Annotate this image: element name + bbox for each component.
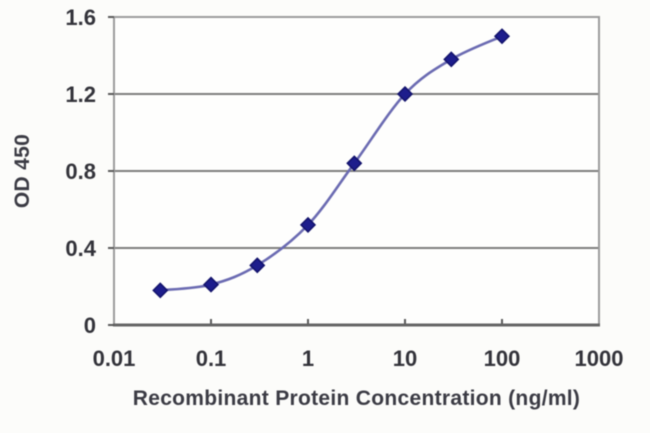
data-point-marker [396,85,414,103]
data-line [158,35,504,292]
y-tick-label: 0 [84,313,96,338]
data-point-marker [249,257,266,274]
data-point-marker [493,28,511,45]
y-axis-title: OD 450 [11,133,34,209]
y-tick-label: 1.6 [65,5,96,30]
x-tick-label: 100 [484,346,521,371]
x-tick-label: 0.01 [93,346,136,371]
x-tick-label: 0.1 [196,346,227,371]
y-tick-label: 0.4 [65,236,96,261]
data-point-marker [299,216,317,233]
x-tick-label: 10 [393,346,417,371]
data-point-marker [152,282,169,299]
y-tick-label: 0.8 [65,159,96,184]
x-tick-label: 1000 [575,346,624,371]
data-point-marker [443,51,460,68]
x-axis-title: Recombinant Protein Concentration (ng/ml… [132,387,581,410]
x-tick-label: 1 [302,346,314,371]
data-point-marker [346,155,363,172]
y-tick-label: 1.2 [65,82,96,107]
data-point-marker [202,276,220,293]
